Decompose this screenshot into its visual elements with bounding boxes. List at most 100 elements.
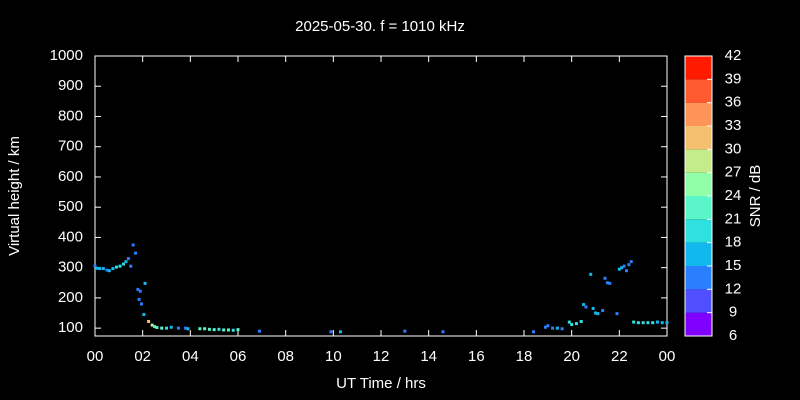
data-point (636, 321, 640, 325)
data-point (620, 266, 624, 270)
data-point (217, 327, 221, 331)
colorbar-band (685, 149, 712, 173)
x-tick-label: 12 (373, 348, 390, 365)
colorbar-band (685, 79, 712, 103)
y-tick-label: 700 (58, 138, 83, 155)
y-tick-label: 200 (58, 289, 83, 306)
data-point (150, 323, 154, 327)
x-tick-label: 22 (611, 348, 628, 365)
colorbar-tick-label: 42 (725, 47, 742, 64)
colorbar-band (685, 102, 712, 126)
colorbar-band (685, 289, 712, 313)
data-point (105, 268, 109, 272)
data-point (153, 325, 157, 329)
data-point (118, 264, 122, 268)
y-tick-label: 100 (58, 319, 83, 336)
data-point (111, 267, 115, 271)
data-point (155, 326, 159, 330)
data-point (203, 327, 207, 331)
data-point (589, 272, 593, 276)
data-point (605, 281, 609, 285)
data-point (114, 265, 118, 269)
data-point (555, 326, 559, 330)
data-point (567, 320, 571, 324)
data-point (143, 281, 147, 285)
colorbar-tick-label: 36 (725, 94, 742, 111)
data-point (627, 263, 631, 267)
colorbar-tick-label: 6 (729, 327, 737, 344)
data-point (107, 269, 111, 273)
data-point (338, 330, 342, 334)
colorbar-band (685, 126, 712, 150)
data-point (570, 323, 574, 327)
x-tick-label: 00 (87, 348, 104, 365)
data-point (134, 251, 138, 255)
y-tick-label: 500 (58, 198, 83, 215)
data-point (560, 327, 564, 331)
x-tick-label: 16 (468, 348, 485, 365)
data-point (622, 264, 626, 268)
colorbar-tick-label: 39 (725, 70, 742, 87)
data-point (142, 313, 146, 317)
x-tick-label: 02 (134, 348, 151, 365)
data-point (101, 267, 105, 271)
data-point (651, 321, 655, 325)
colorbar-band (685, 196, 712, 220)
y-tick-label: 1000 (50, 47, 83, 64)
data-point (122, 262, 126, 266)
data-point (257, 329, 261, 333)
x-tick-label: 14 (420, 348, 437, 365)
data-point (646, 321, 650, 325)
data-point (222, 328, 226, 332)
data-point (186, 327, 190, 331)
data-point (147, 319, 151, 323)
data-point (184, 326, 188, 330)
colorbar-tick-label: 21 (725, 210, 742, 227)
colorbar-tick-label: 27 (725, 164, 742, 181)
colorbar-band (685, 219, 712, 243)
colorbar-tick-label: 12 (725, 280, 742, 297)
data-point (601, 309, 605, 313)
data-point (212, 328, 216, 332)
x-tick-label: 06 (230, 348, 247, 365)
data-point (126, 257, 130, 261)
colorbar-tick-label: 18 (725, 234, 742, 251)
y-tick-label: 600 (58, 168, 83, 185)
data-point (198, 327, 202, 331)
data-point (169, 325, 173, 329)
data-point (231, 328, 235, 332)
data-point (532, 330, 536, 334)
data-point (160, 326, 164, 330)
data-point (226, 328, 230, 332)
data-point (329, 330, 333, 334)
colorbar-band (685, 242, 712, 266)
data-point (660, 321, 664, 325)
data-point (584, 305, 588, 309)
data-point (624, 269, 628, 273)
data-point (165, 326, 168, 330)
colorbar-tick-label: 30 (725, 140, 742, 157)
data-point (551, 326, 555, 330)
data-point (596, 312, 600, 316)
x-axis-label: UT Time / hrs (336, 375, 426, 392)
data-point (95, 266, 99, 270)
x-tick-label: 18 (516, 348, 533, 365)
data-point (615, 312, 619, 316)
data-point (579, 319, 583, 323)
y-tick-label: 400 (58, 228, 83, 245)
data-point (441, 330, 445, 334)
colorbar-label: SNR / dB (747, 165, 764, 228)
x-tick-label: 00 (659, 348, 676, 365)
data-point (574, 322, 578, 326)
chart-title: 2025-05-30. f = 1010 kHz (295, 18, 465, 35)
data-point (603, 276, 607, 280)
data-point (665, 321, 669, 325)
data-point (236, 328, 240, 332)
x-tick-label: 10 (325, 348, 342, 365)
y-tick-label: 800 (58, 107, 83, 124)
colorbar-tick-label: 15 (725, 257, 742, 274)
data-point (98, 267, 102, 271)
x-tick-label: 20 (563, 348, 580, 365)
data-point (546, 324, 550, 328)
